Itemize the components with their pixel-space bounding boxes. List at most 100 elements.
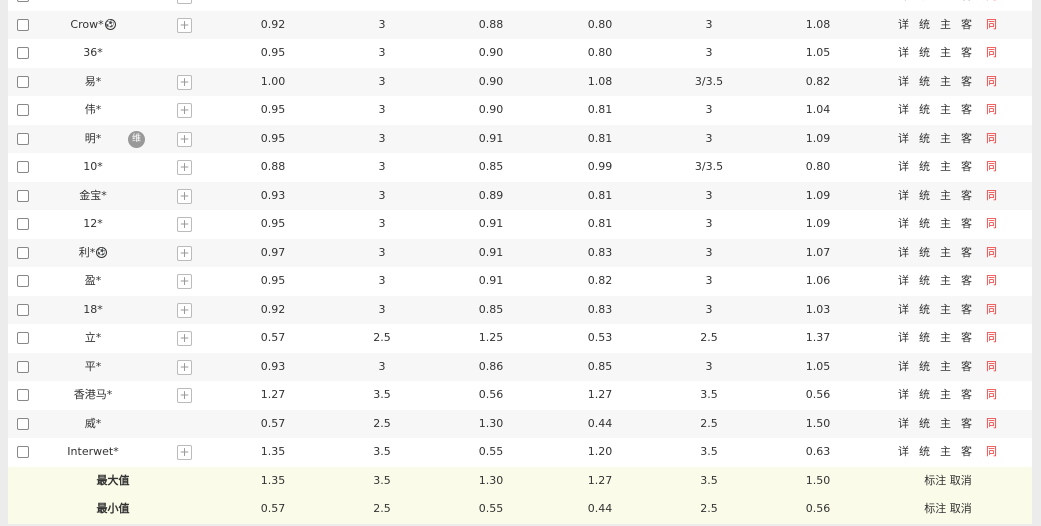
expand-plus-icon[interactable]: + <box>177 388 192 403</box>
row-checkbox[interactable] <box>17 360 29 373</box>
same-link[interactable]: 同 <box>986 131 997 145</box>
home-link[interactable]: 主 <box>940 302 951 316</box>
home-link[interactable]: 主 <box>940 131 951 145</box>
cancel-link[interactable]: 取消 <box>949 502 972 515</box>
detail-link[interactable]: 详 <box>898 188 909 202</box>
stats-link[interactable]: 统 <box>919 188 930 202</box>
stats-link[interactable]: 统 <box>919 445 930 458</box>
away-link[interactable]: 客 <box>961 388 972 401</box>
stats-link[interactable]: 统 <box>919 274 930 287</box>
away-link[interactable]: 客 <box>961 160 972 173</box>
stats-link[interactable]: 统 <box>919 103 930 116</box>
away-link[interactable]: 客 <box>961 74 972 88</box>
away-link[interactable]: 客 <box>961 46 972 59</box>
row-checkbox[interactable] <box>17 18 29 31</box>
detail-link[interactable]: 详 <box>898 245 909 259</box>
same-link[interactable]: 同 <box>986 17 997 31</box>
same-link[interactable]: 同 <box>986 74 997 88</box>
same-link[interactable]: 同 <box>986 359 997 373</box>
away-link[interactable]: 客 <box>961 0 972 11</box>
stats-link[interactable]: 统 <box>919 331 930 344</box>
home-link[interactable]: 主 <box>940 359 951 373</box>
expand-plus-icon[interactable]: + <box>177 359 192 375</box>
home-link[interactable]: 主 <box>940 388 951 401</box>
away-link[interactable]: 客 <box>961 217 972 230</box>
stats-link[interactable]: 统 <box>919 359 930 373</box>
stats-link[interactable]: 统 <box>919 416 930 430</box>
expand-plus-icon[interactable]: + <box>177 103 192 118</box>
row-checkbox[interactable] <box>17 161 29 173</box>
row-checkbox[interactable] <box>17 75 29 88</box>
same-link[interactable]: 同 <box>986 103 997 116</box>
away-link[interactable]: 客 <box>961 359 972 373</box>
home-link[interactable]: 主 <box>940 160 951 173</box>
away-link[interactable]: 客 <box>961 17 972 31</box>
stats-link[interactable]: 统 <box>919 46 930 59</box>
detail-link[interactable]: 详 <box>898 160 909 173</box>
home-link[interactable]: 主 <box>940 331 951 344</box>
detail-link[interactable]: 详 <box>898 0 909 11</box>
home-link[interactable]: 主 <box>940 416 951 430</box>
same-link[interactable]: 同 <box>986 188 997 202</box>
detail-link[interactable]: 详 <box>898 103 909 116</box>
expand-plus-icon[interactable]: + <box>177 131 192 147</box>
away-link[interactable]: 客 <box>961 103 972 116</box>
row-checkbox[interactable] <box>17 446 29 458</box>
home-link[interactable]: 主 <box>940 46 951 59</box>
stats-link[interactable]: 统 <box>919 245 930 259</box>
away-link[interactable]: 客 <box>961 302 972 316</box>
stats-link[interactable]: 统 <box>919 74 930 88</box>
detail-link[interactable]: 详 <box>898 74 909 88</box>
home-link[interactable]: 主 <box>940 217 951 230</box>
expand-plus-icon[interactable]: + <box>177 302 192 318</box>
away-link[interactable]: 客 <box>961 131 972 145</box>
expand-plus-icon[interactable]: + <box>177 17 192 33</box>
row-checkbox[interactable] <box>17 275 29 287</box>
row-checkbox[interactable] <box>17 417 29 430</box>
detail-link[interactable]: 详 <box>898 217 909 230</box>
detail-link[interactable]: 详 <box>898 302 909 316</box>
detail-link[interactable]: 详 <box>898 445 909 458</box>
expand-plus-icon[interactable]: + <box>177 74 192 90</box>
same-link[interactable]: 同 <box>986 302 997 316</box>
same-link[interactable]: 同 <box>986 445 997 458</box>
row-checkbox[interactable] <box>17 389 29 401</box>
row-checkbox[interactable] <box>17 332 29 344</box>
row-checkbox[interactable] <box>17 218 29 230</box>
detail-link[interactable]: 详 <box>898 388 909 401</box>
row-checkbox[interactable] <box>17 132 29 145</box>
detail-link[interactable]: 详 <box>898 359 909 373</box>
home-link[interactable]: 主 <box>940 188 951 202</box>
home-link[interactable]: 主 <box>940 103 951 116</box>
detail-link[interactable]: 详 <box>898 331 909 344</box>
same-link[interactable]: 同 <box>986 160 997 173</box>
expand-plus-icon[interactable]: + <box>177 331 192 346</box>
expand-plus-icon[interactable]: + <box>177 160 192 175</box>
row-checkbox[interactable] <box>17 303 29 316</box>
stats-link[interactable]: 统 <box>919 0 930 11</box>
same-link[interactable]: 同 <box>986 217 997 230</box>
stats-link[interactable]: 统 <box>919 388 930 401</box>
expand-plus-icon[interactable]: + <box>177 274 192 289</box>
detail-link[interactable]: 详 <box>898 416 909 430</box>
home-link[interactable]: 主 <box>940 245 951 259</box>
detail-link[interactable]: 详 <box>898 46 909 59</box>
home-link[interactable]: 主 <box>940 74 951 88</box>
row-checkbox[interactable] <box>17 189 29 202</box>
same-link[interactable]: 同 <box>986 331 997 344</box>
expand-plus-icon[interactable]: + <box>177 188 192 204</box>
away-link[interactable]: 客 <box>961 331 972 344</box>
row-checkbox[interactable] <box>17 0 29 2</box>
same-link[interactable]: 同 <box>986 46 997 59</box>
stats-link[interactable]: 统 <box>919 217 930 230</box>
detail-link[interactable]: 详 <box>898 274 909 287</box>
stats-link[interactable]: 统 <box>919 131 930 145</box>
same-link[interactable]: 同 <box>986 245 997 259</box>
expand-plus-icon[interactable]: + <box>177 445 192 460</box>
mark-link[interactable]: 标注 <box>924 473 947 487</box>
away-link[interactable]: 客 <box>961 445 972 458</box>
away-link[interactable]: 客 <box>961 245 972 259</box>
row-checkbox[interactable] <box>17 47 29 59</box>
home-link[interactable]: 主 <box>940 17 951 31</box>
mark-link[interactable]: 标注 <box>924 502 947 515</box>
